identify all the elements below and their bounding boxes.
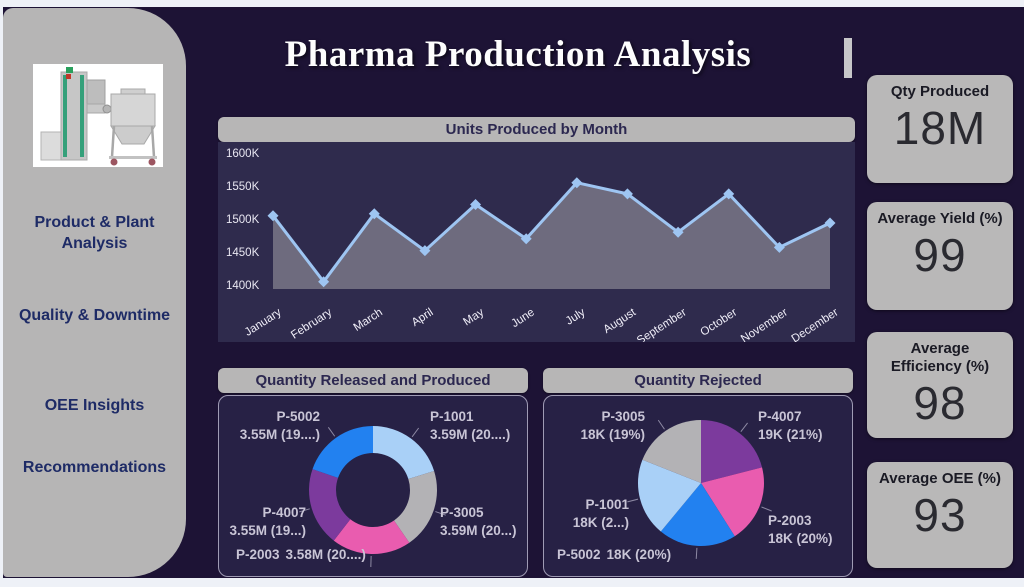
- y-tick-label: 1550K: [226, 181, 260, 193]
- page-title: Pharma Production Analysis: [284, 34, 752, 75]
- label-leader-line: [299, 508, 310, 513]
- pie-slice-P-5002[interactable]: [660, 483, 735, 546]
- sidebar-item-quality-downtime[interactable]: Quality & Downtime: [18, 307, 171, 324]
- data-point-June[interactable]: [520, 233, 532, 245]
- kpi-card-average-oee: Average OEE (%) 93: [867, 462, 1013, 568]
- y-tick-label: 1400K: [226, 280, 260, 292]
- pie-slice-P-2003[interactable]: [701, 467, 764, 537]
- quantity-released-title: Quantity Released and Produced: [218, 368, 528, 393]
- kpi-label: Average Yield (%): [877, 210, 1003, 227]
- donut-slice-P-4007[interactable]: [309, 469, 351, 541]
- kpi-card-average-efficiency: Average Efficiency (%) 98: [867, 332, 1013, 438]
- pie-label-p2003: P-2003 18K (20%): [768, 513, 833, 547]
- label-leader-line: [411, 427, 420, 438]
- pie-chart-body: [543, 395, 853, 577]
- label-leader-line: [695, 547, 698, 559]
- data-point-March[interactable]: [368, 208, 380, 220]
- pie-chart: [627, 419, 772, 559]
- donut-slice-P-5002[interactable]: [312, 426, 373, 478]
- kpi-value: 93: [913, 489, 967, 541]
- data-point-October[interactable]: [723, 188, 735, 200]
- kpi-card-average-yield: Average Yield (%) 99: [867, 202, 1013, 310]
- pie-label-p3005: P-3005 18K (19%): [580, 409, 645, 443]
- data-point-September[interactable]: [672, 226, 684, 238]
- donut-label-p3005: P-3005 3.59M (20...): [440, 505, 517, 539]
- donut-label-p2003: P-2003 3.58M (20....): [236, 547, 366, 562]
- donut-label-p5002: P-5002 3.55M (19....): [239, 409, 320, 443]
- donut-label-p1001: P-1001 3.59M (20....): [430, 409, 511, 443]
- kpi-value: 18M: [893, 102, 987, 154]
- donut-slice-P-2003[interactable]: [333, 519, 410, 555]
- kpi-value: 99: [913, 229, 967, 281]
- data-point-July[interactable]: [571, 177, 583, 189]
- pie-label-p4007: P-4007 19K (21%): [758, 409, 823, 443]
- pie-label-p5002: P-5002 18K (20%): [557, 547, 672, 562]
- data-point-December[interactable]: [824, 217, 836, 229]
- data-point-April[interactable]: [419, 245, 431, 257]
- label-leader-line: [657, 419, 665, 430]
- units-produced-title: Units Produced by Month: [218, 117, 855, 142]
- kpi-card-qty-produced: Qty Produced 18M: [867, 75, 1013, 183]
- label-leader-line: [435, 511, 446, 516]
- kpi-label: Average OEE (%): [879, 470, 1001, 487]
- sidebar-item-oee-insights[interactable]: OEE Insights: [44, 397, 145, 414]
- donut-chart-body: [218, 395, 528, 577]
- machine-image: [33, 64, 163, 167]
- sidebar: Product & Plant Analysis Quality & Downt…: [3, 8, 186, 577]
- pie-label-p1001: P-1001 18K (2...): [572, 497, 629, 531]
- area-fill: [273, 182, 830, 289]
- quantity-released-panel: Quantity Released and Produced P-5002 3.5…: [218, 368, 528, 577]
- label-leader-line: [761, 506, 772, 512]
- text-cursor: [844, 38, 852, 78]
- donut-chart: [299, 426, 446, 567]
- kpi-label: Average Efficiency (%): [890, 340, 990, 375]
- quantity-rejected-panel: Quantity Rejected P-3005 18K (19%) P-4007…: [543, 368, 853, 577]
- y-tick-label: 1450K: [226, 247, 260, 259]
- dashboard-canvas: Product & Plant Analysis Quality & Downt…: [3, 7, 1024, 578]
- pie-slice-P-1001[interactable]: [637, 459, 701, 532]
- units-produced-panel: Units Produced by Month 1600K 1550K 1500K 1…: [218, 117, 855, 344]
- data-point-August[interactable]: [621, 188, 633, 200]
- pie-slice-P-3005[interactable]: [642, 420, 701, 483]
- quantity-rejected-title: Quantity Rejected: [543, 368, 853, 393]
- data-point-November[interactable]: [773, 241, 785, 253]
- y-tick-label: 1500K: [226, 214, 260, 226]
- line-series: [271, 181, 831, 284]
- kpi-label: Qty Produced: [890, 83, 990, 100]
- donut-slice-P-1001[interactable]: [373, 426, 435, 480]
- kpi-value: 98: [913, 377, 967, 429]
- label-leader-line: [627, 498, 639, 503]
- sidebar-item-recommendations[interactable]: Recommendations: [22, 459, 167, 476]
- label-leader-line: [740, 422, 748, 432]
- sidebar-item-product-plant-analysis[interactable]: Product & Plant Analysis: [34, 214, 155, 252]
- y-tick-label: 1600K: [226, 148, 260, 160]
- donut-slice-P-3005[interactable]: [393, 470, 438, 543]
- pie-slice-P-4007[interactable]: [701, 420, 763, 483]
- data-point-January[interactable]: [267, 210, 279, 222]
- pharma-machine-illustration: [33, 64, 163, 167]
- data-point-February[interactable]: [318, 276, 330, 288]
- label-leader-line: [327, 426, 336, 437]
- donut-label-p4007: P-4007 3.55M (19...): [229, 505, 306, 539]
